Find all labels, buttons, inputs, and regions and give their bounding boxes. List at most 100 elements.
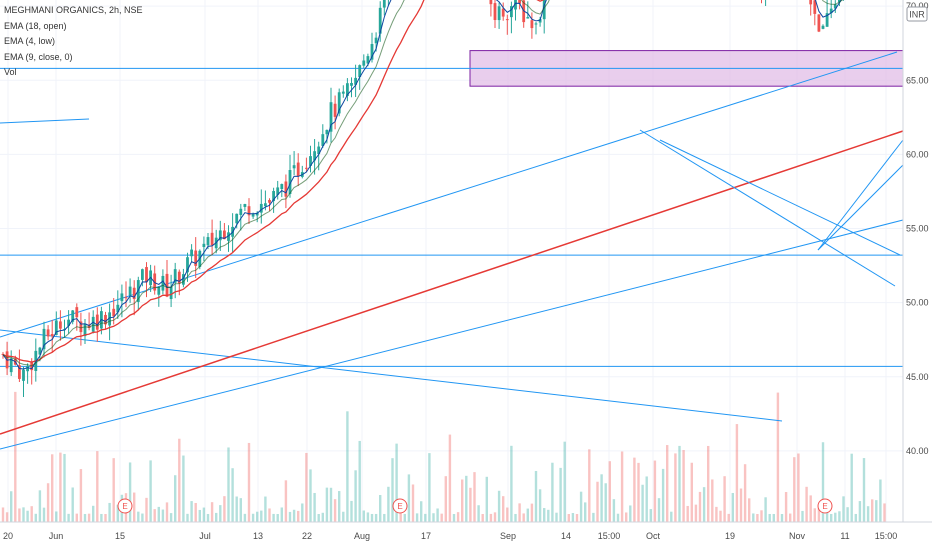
candle-body [124, 297, 128, 299]
earnings-label: E [122, 502, 127, 511]
volume-bar [415, 513, 419, 522]
candle-body [284, 181, 288, 197]
candle-body [538, 19, 542, 23]
volume-bar [247, 442, 251, 522]
candle-body [227, 232, 230, 241]
volume-bar [657, 498, 661, 522]
candle-body [350, 82, 353, 86]
volume-bar [825, 508, 829, 522]
volume-bar [432, 513, 435, 522]
volume-bar [793, 457, 796, 522]
volume-bar [846, 507, 849, 522]
ema-lines [2, 0, 844, 370]
volume-bar [612, 499, 616, 522]
volume-bar [727, 513, 730, 522]
candle-body [255, 212, 259, 216]
time-axis[interactable]: 20 Jun 15 Jul 13 22 Aug 17 Sep 14 15:00 Oct 19 Nov 11 1… [0, 521, 932, 550]
volume-bar [34, 513, 37, 522]
volume-bar [321, 512, 324, 522]
volume-bar [514, 513, 517, 522]
candle-body [38, 347, 42, 355]
chart-legend: MEGHMANI ORGANICS, 2h, NSE EMA (18, open… [4, 3, 143, 81]
candle-body [83, 323, 87, 337]
volume-bar [625, 512, 628, 522]
candle-body [190, 249, 193, 257]
volume-bar [428, 453, 431, 522]
volume-bar [5, 512, 9, 522]
volume-bar [551, 462, 554, 522]
candle-body [829, 8, 833, 14]
volume-bar [629, 505, 632, 522]
volume-bar [182, 455, 185, 522]
candle-body [54, 320, 58, 335]
volume-bar [821, 442, 825, 522]
candle-body [104, 314, 107, 325]
volume-bar [477, 505, 480, 522]
candle-body [489, 0, 493, 5]
volume-bar [768, 513, 771, 522]
axis-background [0, 522, 932, 550]
volume-bar [420, 501, 423, 522]
candle-body [186, 257, 189, 273]
price-axis[interactable]: 35.0040.0045.0050.0055.0060.0065.0070.00… [902, 0, 932, 550]
candle-body [46, 329, 50, 337]
volume-bar [641, 484, 644, 522]
volume-bar [55, 511, 58, 522]
volume-bar [534, 470, 538, 522]
volume-bar [231, 468, 234, 522]
legend-ema-close[interactable]: EMA (9, close, 0) [4, 51, 73, 62]
legend-ema-low[interactable]: EMA (4, low) [4, 36, 56, 46]
blue-trend-line [817, 139, 904, 251]
price-tick-label: 40.00 [906, 446, 929, 456]
volume-bar [502, 496, 505, 522]
time-tick-label: Aug [354, 531, 370, 541]
volume-bar [522, 513, 525, 522]
ema-9-close-line [2, 0, 844, 367]
volume-bar [239, 498, 242, 522]
candle-body [366, 56, 370, 64]
candle-body [202, 243, 206, 248]
currency-button[interactable] [906, 6, 928, 22]
volume-bar [206, 513, 210, 522]
candle-body [194, 250, 198, 266]
candle-body [341, 91, 345, 94]
candle-body [71, 310, 75, 322]
candle-body [239, 208, 243, 215]
ema-4-low-line [2, 0, 842, 370]
symbol-title[interactable]: MEGHMANI ORGANICS, 2h, NSE [4, 5, 143, 15]
volume-bar [592, 512, 595, 522]
blue-trend-line [0, 51, 898, 338]
volume-bar [71, 487, 74, 522]
candle-body [67, 319, 70, 326]
volume-bar [387, 486, 390, 522]
volume-bar [756, 514, 759, 522]
time-tick-label: 22 [302, 531, 312, 541]
volume-bar [702, 487, 706, 522]
volume-bar [674, 453, 677, 522]
time-tick-label: Nov [789, 531, 806, 541]
volume-bar [575, 513, 579, 522]
volume-bar [116, 504, 119, 522]
legend-volume[interactable]: Vol [4, 67, 17, 77]
time-tick-label: 20 [3, 531, 13, 541]
volume-bar [374, 513, 378, 522]
candle-body [337, 92, 341, 114]
candle-body [272, 191, 275, 202]
earnings-icon [117, 498, 133, 514]
legend-ema-open[interactable]: EMA (18, open) [4, 20, 67, 31]
volume-bar [128, 462, 132, 522]
candle-body [268, 199, 271, 203]
volume-bar [198, 509, 201, 522]
candle-body [157, 287, 161, 295]
candle-body [128, 286, 132, 296]
volume-bar [346, 411, 349, 522]
candle-body [264, 203, 267, 207]
volume-bar [723, 476, 726, 522]
candle-body [235, 213, 239, 224]
volume-bar [141, 513, 144, 522]
time-tick-label: 17 [421, 531, 431, 541]
candle-body [169, 286, 173, 300]
candle-body [530, 20, 534, 29]
volume-bar [411, 484, 415, 522]
